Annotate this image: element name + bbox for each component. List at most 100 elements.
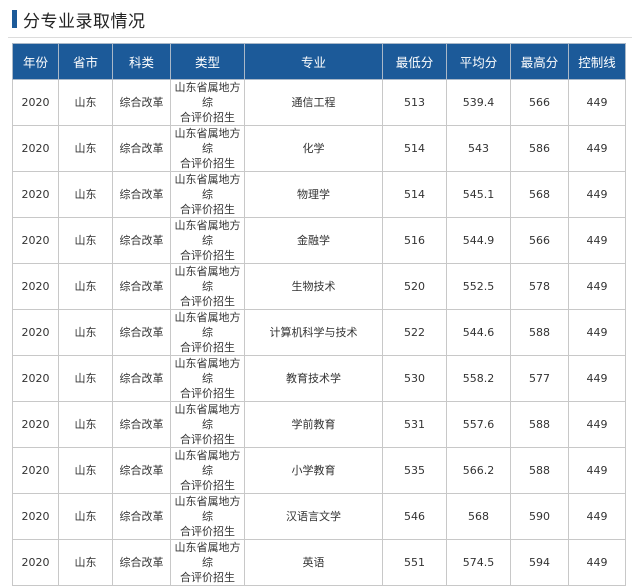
max-score-cell: 588 [510,447,569,494]
admission-scores-table: 年份 省市 科类 类型 专业 最低分 平均分 最高分 控制线 2020 山东 综合改… [12,43,626,586]
table-row: 2020 山东 综合改革 山东省属地方综 合评价招生 学前教育 531 557.6 588 449 [12,401,626,448]
min-score-cell: 546 [382,493,447,540]
header-avg-score: 平均分 [446,43,511,80]
year-cell: 2020 [12,447,59,494]
section-header: 分专业录取情况 [0,0,640,38]
min-score-cell: 522 [382,309,447,356]
major-cell: 英语 [244,539,383,586]
header-province: 省市 [58,43,113,80]
min-score-cell: 531 [382,401,447,448]
major-cell: 物理学 [244,171,383,218]
type-cell-line: 山东省属地方综 [174,403,241,431]
table-row: 2020 山东 综合改革 山东省属地方综 合评价招生 化学 514 543 586 449 [12,125,626,172]
title-bullet-marker [12,10,17,28]
min-score-cell: 514 [382,125,447,172]
type-cell: 山东省属地方综合评价招生 [170,263,245,310]
province-cell: 山东 [58,355,113,402]
type-cell-line: 合评价招生 [180,249,235,262]
header-type: 类型 [170,43,245,80]
province-cell: 山东 [58,401,113,448]
province-cell: 山东 [58,447,113,494]
year-cell: 2020 [12,401,59,448]
year-cell: 2020 [12,79,59,126]
max-score-cell: 578 [510,263,569,310]
avg-score-cell: 568 [446,493,511,540]
avg-score-cell: 552.5 [446,263,511,310]
year-cell: 2020 [12,309,59,356]
major-cell: 金融学 [244,217,383,264]
province-cell: 山东 [58,217,113,264]
category-cell: 综合改革 [112,539,171,586]
header-max-score: 最高分 [510,43,569,80]
type-cell: 山东省属地方综合评价招生 [170,401,245,448]
type-cell-line: 合评价招生 [180,433,235,446]
year-cell: 2020 [12,263,59,310]
year-cell: 2020 [12,217,59,264]
table-row: 2020 山东 综合改革 山东省属地方综 合评价招生 金融学 516 544.9 566 449 [12,217,626,264]
type-cell: 山东省属地方综 合评价招生 [170,79,245,126]
year-cell: 2020 [12,493,59,540]
control-line-cell: 449 [568,79,626,126]
type-cell-line: 合评价招生 [180,203,235,216]
avg-score-cell: 544.9 [446,217,511,264]
type-cell-line: 合评价招生 [180,341,235,354]
type-cell-line: 山东省属地方综 [174,541,241,569]
avg-score-cell: 558.2 [446,355,511,402]
control-line-cell: 449 [568,401,626,448]
type-cell-line: 山东省属地方综 [174,219,241,247]
table-header-row: 年份 省市 科类 类型 专业 最低分 平均分 最高分 控制线 [12,43,626,80]
type-cell-line: 合评价招生 [180,479,235,492]
table-body: 2020 山东 综合改革 山东省属地方综 合评价招生 通信工程 513 539.4 566 449… [12,79,626,586]
year-cell: 2020 [12,171,59,218]
avg-score-cell: 545.1 [446,171,511,218]
type-cell: 山东省属地方综合评价招生 [170,217,245,264]
type-cell-line: 山东省属地方综 [174,311,241,339]
category-cell: 综合改革 [112,309,171,356]
table-row: 2020 山东 综合改革 山东省属地方综 合评价招生 小学教育 535 566.2 588 449 [12,447,626,494]
header-major: 专业 [244,43,383,80]
min-score-cell: 530 [382,355,447,402]
max-score-cell: 568 [510,171,569,218]
max-score-cell: 566 [510,79,569,126]
table-row: 2020 山东 综合改革 山东省属地方综 合评价招生 汉语言文学 546 568 590 449 [12,493,626,540]
category-cell: 综合改革 [112,79,171,126]
category-cell: 综合改革 [112,171,171,218]
major-cell: 化学 [244,125,383,172]
province-cell: 山东 [58,263,113,310]
category-cell: 综合改革 [112,355,171,402]
avg-score-cell: 544.6 [446,309,511,356]
avg-score-cell: 574.5 [446,539,511,586]
max-score-cell: 586 [510,125,569,172]
year-cell: 2020 [12,539,59,586]
type-cell-line: 合评价招生 [180,295,235,308]
type-cell: 山东省属地方综合评价招生 [170,539,245,586]
control-line-cell: 449 [568,355,626,402]
min-score-cell: 514 [382,171,447,218]
major-cell: 学前教育 [244,401,383,448]
header-year: 年份 [12,43,59,80]
control-line-cell: 449 [568,447,626,494]
avg-score-cell: 543 [446,125,511,172]
major-cell: 通信工程 [244,79,383,126]
type-cell-line: 山东省属地方综 [174,495,241,523]
table-row: 2020 山东 综合改革 山东省属地方综 合评价招生 通信工程 513 539.4 566 449 [12,79,626,126]
type-cell-line: 山东省属地方综 [174,449,241,477]
table-row: 2020 山东 综合改革 山东省属地方综 合评价招生 教育技术学 530 558.2 577 44… [12,355,626,402]
category-cell: 综合改革 [112,401,171,448]
min-score-cell: 535 [382,447,447,494]
type-cell: 山东省属地方综 合评价招生 [170,493,245,540]
province-cell: 山东 [58,539,113,586]
control-line-cell: 449 [568,493,626,540]
type-cell: 山东省属地方综合评价招生 [170,447,245,494]
type-cell-line: 山东省属地方综 [174,265,241,293]
min-score-cell: 516 [382,217,447,264]
type-cell-line: 合评价招生 [180,571,235,584]
table-row: 2020 山东 综合改革 山东省属地方综 合评价招生 英语 551 574.5 594 449 [12,539,626,586]
control-line-cell: 449 [568,217,626,264]
min-score-cell: 520 [382,263,447,310]
type-cell-line: 合评价招生 [180,111,235,124]
table-row: 2020 山东 综合改革 山东省属地方综 合评价招生 物理学 514 545.1 568 449 [12,171,626,218]
type-cell: 山东省属地方综 合评价招生 [170,125,245,172]
province-cell: 山东 [58,493,113,540]
max-score-cell: 588 [510,401,569,448]
